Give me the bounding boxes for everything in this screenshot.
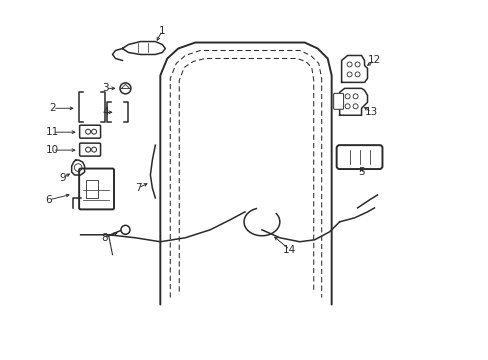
Text: 1: 1 [159,26,165,36]
FancyBboxPatch shape [80,143,101,156]
Polygon shape [339,88,367,115]
Text: 11: 11 [46,127,59,137]
Polygon shape [72,160,84,175]
Bar [85,180,98,198]
Text: 8: 8 [101,233,108,243]
Polygon shape [341,55,367,82]
Text: 4: 4 [102,107,109,117]
Circle shape [120,83,131,94]
Polygon shape [122,41,165,54]
Text: 9: 9 [59,173,66,183]
FancyBboxPatch shape [336,145,382,169]
Text: 2: 2 [49,103,56,113]
Text: 14: 14 [283,245,296,255]
Text: 6: 6 [45,195,52,205]
Text: 12: 12 [367,55,380,66]
Text: 5: 5 [358,167,364,177]
Text: 13: 13 [364,107,377,117]
FancyBboxPatch shape [79,168,114,210]
Text: 3: 3 [102,84,109,93]
Circle shape [121,225,130,234]
FancyBboxPatch shape [333,93,343,109]
FancyBboxPatch shape [80,125,101,138]
Text: 7: 7 [135,183,142,193]
Text: 10: 10 [46,145,59,155]
